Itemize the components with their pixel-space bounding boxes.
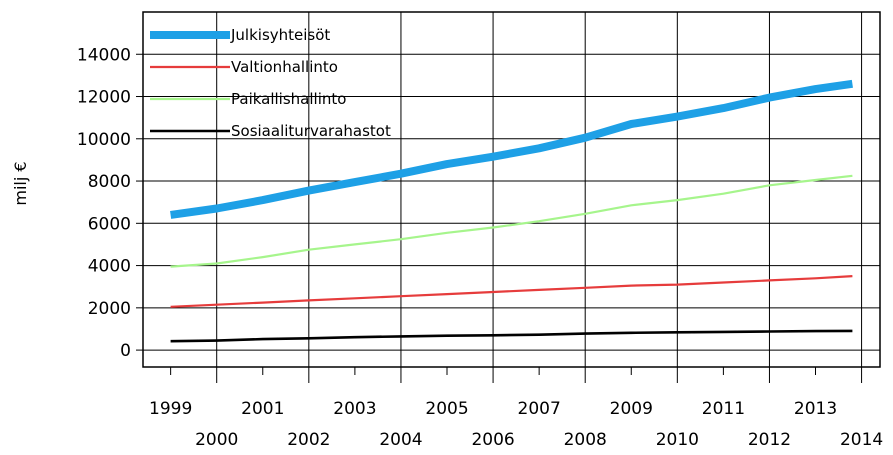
- y-axis-title: milj €: [11, 161, 30, 205]
- x-tick-label: 2004: [379, 430, 422, 450]
- x-tick-label: 2000: [195, 430, 238, 450]
- series-line-3: [170, 329, 853, 343]
- legend-label: Paikallishallinto: [231, 90, 346, 108]
- legend-label: Valtionhallinto: [231, 58, 338, 76]
- x-tick-label: 2001: [241, 399, 284, 419]
- y-tick-label: 0: [120, 341, 131, 361]
- y-tick-label: 14000: [77, 45, 131, 65]
- series-line-2: [170, 174, 853, 268]
- legend-label: Sosiaaliturvarahastot: [231, 122, 391, 140]
- x-axis: 1999200020012002200320042005200620072008…: [149, 367, 883, 450]
- x-tick-label: 2011: [702, 399, 745, 419]
- x-tick-label: 2003: [333, 399, 376, 419]
- x-tick-label: 2007: [518, 399, 561, 419]
- x-tick-label: 2005: [425, 399, 468, 419]
- legend: Julkisyhteisöt Valtionhallinto Paikallisha…: [150, 26, 391, 140]
- series-line-1: [170, 275, 853, 308]
- legend-label: Julkisyhteisöt: [230, 26, 330, 44]
- x-tick-label: 2002: [287, 430, 330, 450]
- x-tick-label: 2014: [840, 430, 883, 450]
- x-tick-label: 2010: [656, 430, 699, 450]
- grid-lines: [143, 12, 880, 367]
- y-tick-label: 2000: [88, 299, 131, 319]
- y-tick-label: 12000: [77, 88, 131, 108]
- series-lines: [170, 79, 853, 343]
- x-tick-label: 2008: [564, 430, 607, 450]
- y-tick-label: 10000: [77, 130, 131, 150]
- plot-border: [142, 11, 881, 368]
- y-tick-label: 6000: [88, 214, 131, 234]
- x-tick-label: 2012: [748, 430, 791, 450]
- y-tick-label: 8000: [88, 172, 131, 192]
- x-tick-label: 1999: [149, 399, 192, 419]
- y-tick-label: 4000: [88, 257, 131, 277]
- x-tick-label: 2013: [794, 399, 837, 419]
- x-tick-label: 2009: [610, 399, 653, 419]
- series-line-0: [170, 79, 853, 219]
- y-axis: 0 2000 4000 6000 8000 10000 12000 14000: [77, 45, 143, 361]
- x-tick-label: 2006: [471, 430, 514, 450]
